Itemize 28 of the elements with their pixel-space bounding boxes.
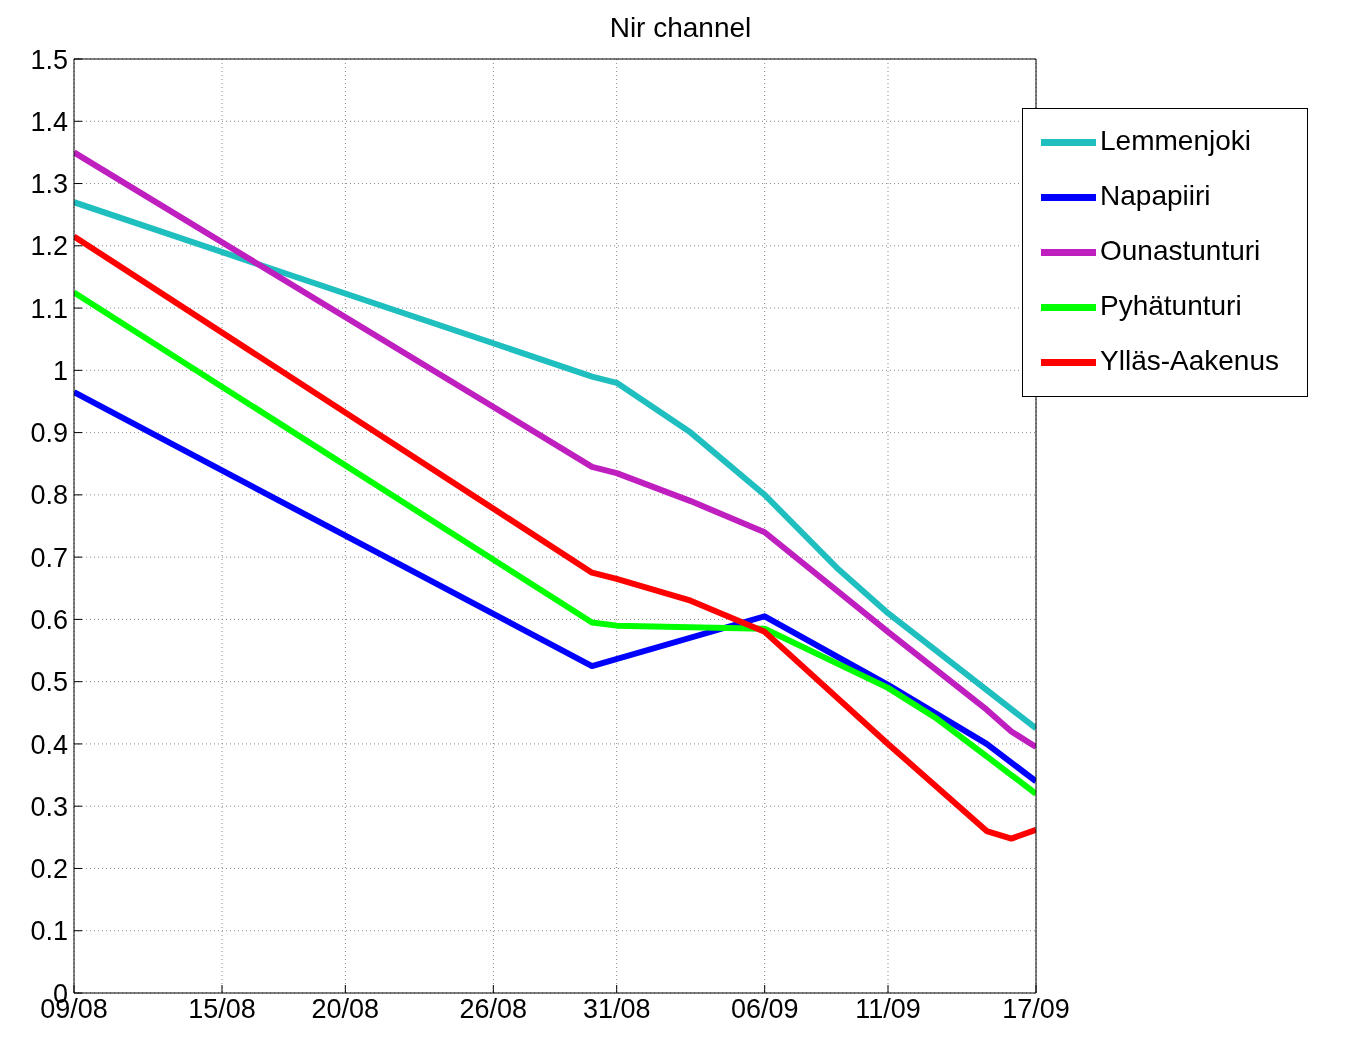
y-tick-label: 0.6 — [30, 604, 68, 635]
y-tick-label: 0.3 — [30, 791, 68, 822]
y-tick-label: 0.5 — [30, 667, 68, 698]
y-tick-label: 0.9 — [30, 418, 68, 449]
x-tick-label: 15/08 — [188, 994, 256, 1025]
legend-label: Ylläs-Aakenus — [1100, 344, 1279, 376]
y-tick-label: 1.4 — [30, 106, 68, 137]
y-tick-label: 0.1 — [30, 916, 68, 947]
x-tick-label: 26/08 — [459, 994, 528, 1025]
chart-title: Nir channel — [609, 12, 752, 43]
x-tick-label: 17/09 — [1002, 994, 1070, 1025]
y-tick-label: 1.5 — [30, 44, 68, 75]
x-tick-label: 31/08 — [582, 994, 651, 1025]
y-tick-label: 1.2 — [30, 231, 68, 262]
legend-label: Pyhätunturi — [1100, 289, 1242, 321]
y-tick-label: 0.7 — [30, 542, 68, 573]
y-tick-label: 0.4 — [30, 729, 68, 760]
y-tick-label: 1 — [52, 355, 68, 386]
legend-label: Ounastunturi — [1100, 234, 1261, 266]
legend-label: Napapiiri — [1100, 179, 1211, 211]
legend-label: Lemmenjoki — [1100, 124, 1251, 156]
y-tick-label: 0.2 — [30, 854, 68, 885]
y-tick-label: 1.3 — [30, 169, 68, 200]
y-tick-label: 0.8 — [30, 480, 68, 511]
x-tick-label: 20/08 — [311, 994, 380, 1025]
x-tick-label: 11/09 — [855, 994, 921, 1025]
y-tick-label: 1.1 — [30, 293, 68, 324]
x-tick-label: 06/09 — [730, 994, 799, 1025]
